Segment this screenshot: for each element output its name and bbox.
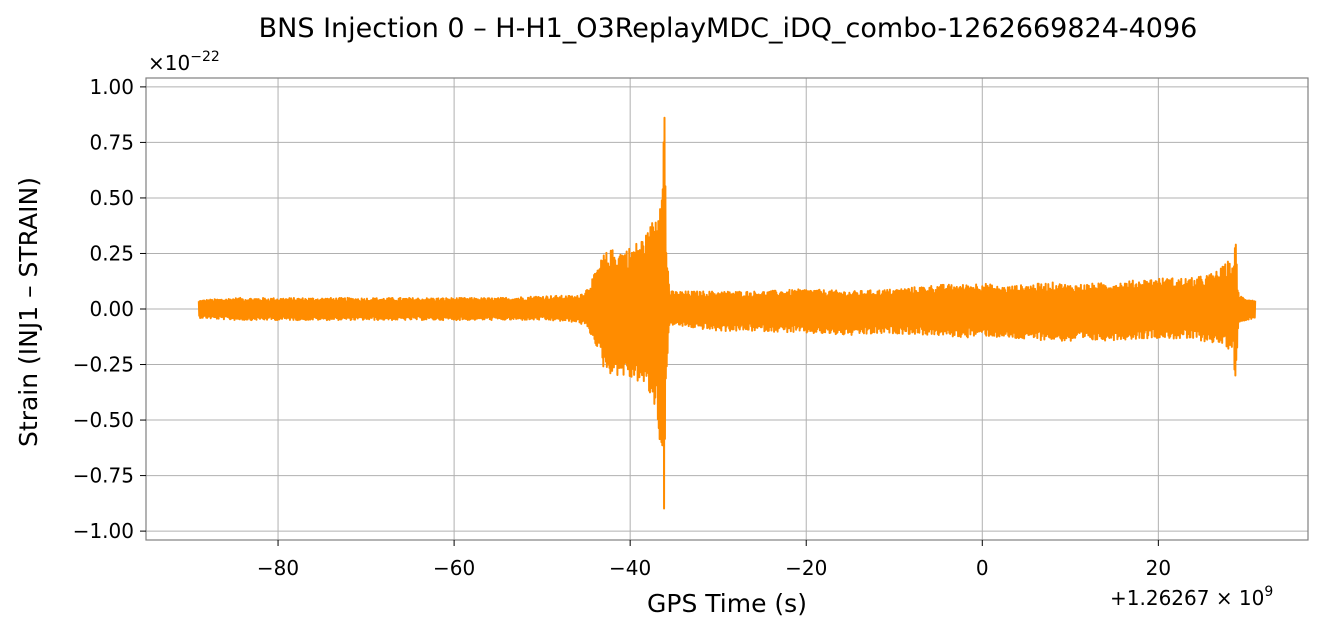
x-offset-base: +1.26267 × 10	[1110, 586, 1264, 610]
x-tick-label: −80	[257, 556, 299, 580]
y-tick-label: −1.00	[73, 519, 134, 543]
x-tick-label: −20	[785, 556, 827, 580]
plot-data	[197, 116, 1257, 510]
y-tick-label: 0.50	[89, 186, 134, 210]
y-scale-base: ×10	[148, 51, 190, 75]
y-tick-label: 0.00	[89, 297, 134, 321]
x-offset-label: +1.26267 × 109	[1110, 584, 1273, 610]
y-tick-label: 1.00	[89, 75, 134, 99]
x-tick-label: 20	[1146, 556, 1171, 580]
y-scale-exponent: −22	[190, 49, 220, 65]
x-axis: −80 −60 −40 −20 0 20	[257, 540, 1171, 580]
x-axis-label: GPS Time (s)	[647, 589, 807, 618]
y-tick-label: −0.50	[73, 408, 134, 432]
strain-series-line	[197, 116, 1257, 510]
y-scale-label: ×10−22	[148, 49, 220, 75]
y-tick-label: −0.25	[73, 353, 134, 377]
chart-title: BNS Injection 0 – H-H1_O3ReplayMDC_iDQ_c…	[259, 13, 1198, 44]
x-tick-label: −60	[433, 556, 475, 580]
x-tick-label: −40	[609, 556, 651, 580]
y-axis: 1.00 0.75 0.50 0.25 0.00 −0.25 −0.50 −0.75 −1.00	[73, 75, 146, 543]
x-tick-label: 0	[976, 556, 989, 580]
y-axis-label: Strain (INJ1 – STRAIN)	[14, 177, 43, 447]
y-tick-label: 0.25	[89, 241, 134, 265]
x-offset-exponent: 9	[1264, 584, 1273, 600]
y-tick-label: −0.75	[73, 464, 134, 488]
y-tick-label: 0.75	[89, 130, 134, 154]
